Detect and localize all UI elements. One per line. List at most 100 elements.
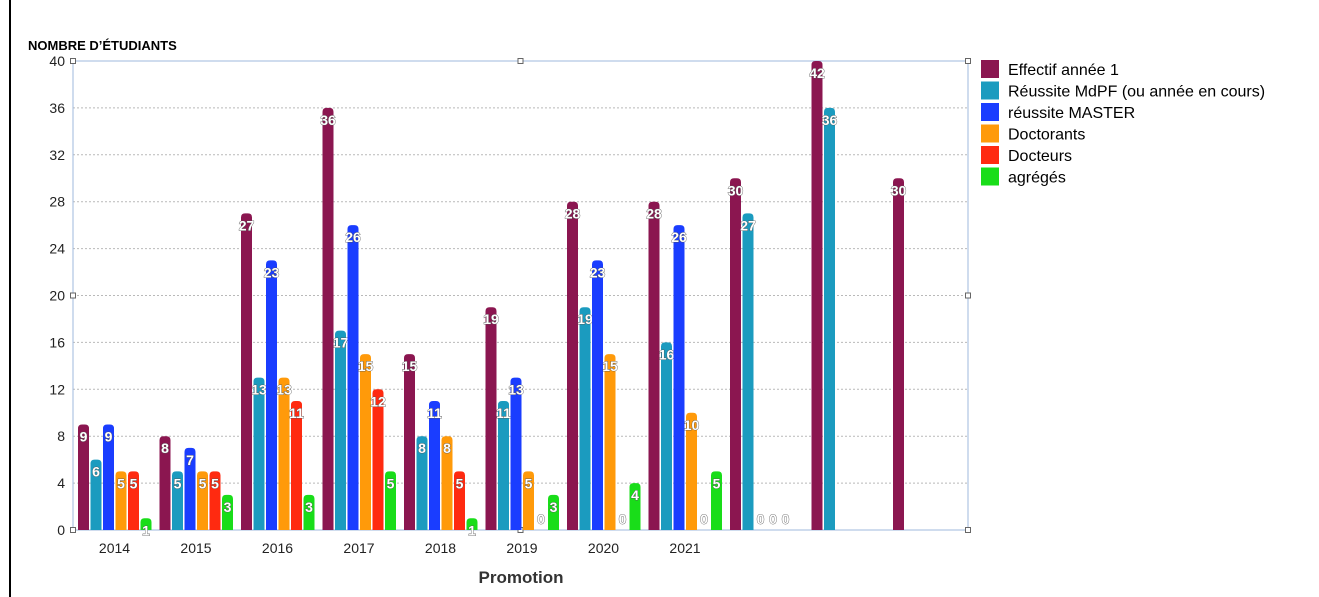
data-label: 0 [619, 511, 627, 527]
y-tick-label: 20 [49, 288, 65, 304]
bar [360, 354, 371, 530]
bar [824, 107, 835, 531]
bar [222, 494, 233, 530]
legend-swatch [981, 146, 999, 164]
data-label: 30 [891, 182, 907, 198]
x-tick-label: 2021 [669, 540, 700, 556]
bar [742, 213, 754, 531]
y-tick-label: 0 [57, 522, 65, 538]
data-label: 36 [320, 112, 336, 128]
y-tick-label: 40 [49, 53, 65, 69]
bar [335, 330, 346, 530]
data-label: 5 [525, 475, 533, 491]
data-label: 28 [565, 206, 581, 222]
bar [466, 518, 478, 530]
page-left-rule [9, 0, 11, 597]
data-label: 19 [577, 311, 593, 327]
bar [416, 436, 428, 530]
data-label: 13 [508, 382, 524, 398]
x-tick-label: 2018 [425, 540, 456, 556]
bar [78, 424, 89, 530]
y-axis-title: NOMBRE D’ÉTUDIANTS [28, 38, 177, 53]
data-label: 9 [105, 428, 113, 444]
bar [811, 61, 823, 530]
data-label: 9 [80, 428, 88, 444]
legend-label: Doctorants [1008, 127, 1085, 144]
data-label: 8 [443, 440, 451, 456]
legend-swatch [981, 124, 999, 143]
bar [579, 307, 591, 530]
data-label: 4 [631, 487, 639, 503]
y-tick-label: 4 [57, 475, 65, 491]
bar [372, 389, 384, 530]
bar [523, 471, 534, 530]
x-tick-label: 2015 [180, 540, 211, 556]
bar [209, 471, 221, 530]
legend-label: Réussite MdPF (ou année en cours) [1008, 84, 1265, 101]
bar [90, 459, 102, 530]
frame-handle [70, 527, 76, 533]
y-tick-label: 24 [49, 241, 65, 257]
data-label: 1 [142, 522, 150, 538]
bar [711, 471, 722, 530]
bar [548, 494, 559, 530]
bar [278, 377, 290, 530]
data-label: 5 [117, 475, 125, 491]
bar [648, 201, 660, 530]
data-label: 19 [483, 311, 499, 327]
bar [730, 178, 741, 530]
legend-label: Effectif année 1 [1008, 62, 1119, 79]
bar [629, 483, 641, 530]
bar [115, 471, 127, 530]
bar [347, 225, 359, 530]
data-label: 12 [370, 393, 386, 409]
data-label: 11 [427, 405, 442, 421]
data-label: 36 [822, 112, 838, 128]
data-label: 8 [161, 440, 169, 456]
data-label: 42 [809, 65, 825, 81]
x-tick-label: 2020 [588, 540, 619, 556]
bar [159, 436, 171, 530]
x-axis-title: Promotion [479, 568, 564, 587]
legend-swatch [981, 60, 999, 78]
bar [673, 225, 685, 530]
bar [592, 260, 603, 530]
bar [404, 354, 415, 530]
bar [266, 260, 277, 530]
data-label: 3 [224, 499, 232, 515]
bar [686, 412, 697, 530]
data-label: 5 [387, 475, 395, 491]
legend-label: agrégés [1008, 170, 1066, 187]
data-label: 13 [276, 382, 292, 398]
x-tick-label: 2019 [506, 540, 537, 556]
bar [661, 342, 672, 530]
data-label: 7 [186, 452, 194, 468]
frame-handle [965, 58, 971, 64]
data-label: 5 [199, 475, 207, 491]
bar [385, 471, 396, 530]
frame-handle [965, 527, 971, 533]
data-label: 5 [713, 475, 721, 491]
data-label: 1 [468, 522, 476, 538]
bar [498, 401, 509, 530]
legend-swatch [981, 103, 999, 121]
data-label: 23 [590, 264, 606, 280]
x-tick-label: 2016 [262, 540, 293, 556]
bar [322, 107, 334, 531]
bar [241, 213, 252, 531]
bar [485, 307, 497, 530]
data-label: 30 [728, 182, 744, 198]
frame-handle [70, 58, 76, 64]
data-label: 5 [456, 475, 464, 491]
frame-handle [517, 58, 524, 64]
legend-label: Docteurs [1008, 148, 1072, 165]
data-label: 10 [684, 417, 700, 433]
bar [197, 471, 208, 530]
data-label: 3 [305, 499, 313, 515]
y-tick-label: 28 [49, 194, 65, 210]
bar [441, 436, 453, 530]
y-tick-label: 32 [49, 147, 65, 163]
bar [429, 401, 440, 530]
bar [567, 201, 578, 530]
